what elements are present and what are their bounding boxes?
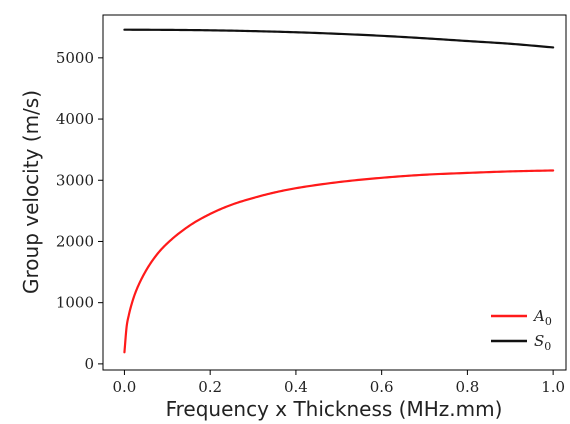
x-axis-ticks: 0.0 0.2 0.4 0.6 0.8 1.0 <box>113 370 565 396</box>
y-tick-label: 2000 <box>56 232 94 250</box>
legend-label-s0: S0 <box>534 332 551 353</box>
x-tick-label: 0.6 <box>370 378 394 396</box>
x-tick-label: 1.0 <box>541 378 565 396</box>
y-tick-label: 0 <box>84 355 94 373</box>
series-line-s0 <box>123 28 555 49</box>
legend-label-a0: A0 <box>532 307 552 328</box>
x-tick-label: 0.2 <box>198 378 222 396</box>
y-tick-label: 4000 <box>56 110 94 128</box>
x-tick-label: 0.0 <box>113 378 137 396</box>
x-axis-label: Frequency x Thickness (MHz.mm) <box>166 397 503 421</box>
series-line-a0 <box>123 169 555 354</box>
series-layer <box>123 28 555 354</box>
y-tick-label: 3000 <box>56 171 94 189</box>
x-tick-label: 0.4 <box>284 378 308 396</box>
y-tick-label: 5000 <box>56 49 94 67</box>
plot-frame <box>102 14 567 371</box>
y-axis-label: Group velocity (m/s) <box>19 90 43 294</box>
x-tick-label: 0.8 <box>455 378 479 396</box>
y-tick-label: 1000 <box>56 294 94 312</box>
y-axis-ticks: 0 1000 2000 3000 4000 5000 <box>56 49 103 373</box>
